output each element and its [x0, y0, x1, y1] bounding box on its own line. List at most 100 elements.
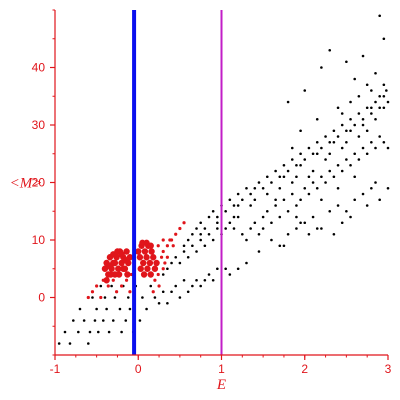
data-point: [178, 296, 182, 299]
data-point: [370, 140, 373, 144]
data-point: [211, 278, 215, 282]
data-point: [178, 261, 182, 265]
data-point: [290, 181, 294, 184]
data-point: [257, 250, 261, 253]
data-point: [386, 146, 390, 150]
data-point: [353, 175, 357, 179]
data-point: [311, 152, 315, 156]
data-point: [91, 296, 94, 299]
data-point: [365, 204, 369, 207]
data-point: [311, 215, 315, 219]
data-point: [374, 117, 377, 121]
series-0: [57, 14, 390, 345]
data-point: [270, 238, 273, 242]
data-point: [332, 140, 336, 144]
data-point: [332, 175, 336, 179]
data-point: [111, 259, 119, 267]
data-point: [174, 284, 178, 288]
data-point: [157, 284, 161, 288]
data-point: [191, 284, 194, 288]
data-point: [382, 37, 386, 41]
data-point: [274, 169, 277, 173]
data-point: [249, 192, 252, 196]
data-point: [357, 135, 361, 138]
vertical-reference-lines: [132, 10, 223, 355]
data-point: [282, 198, 286, 202]
data-point: [174, 255, 178, 259]
data-point: [340, 169, 344, 173]
y-tick-label: 30: [32, 118, 46, 132]
data-point: [311, 181, 315, 184]
data-point: [124, 271, 131, 278]
data-point: [165, 244, 169, 248]
data-point: [103, 296, 107, 299]
data-point: [182, 244, 186, 248]
data-point: [111, 278, 115, 282]
data-point: [361, 146, 365, 150]
data-point: [216, 221, 219, 225]
data-point: [361, 54, 365, 58]
data-point: [120, 284, 124, 288]
data-point: [236, 204, 240, 207]
data-point: [295, 227, 298, 230]
data-point: [303, 186, 307, 190]
data-point: [115, 265, 122, 272]
y-axis-title: <M>: [10, 176, 43, 192]
data-point: [93, 319, 97, 322]
data-point: [320, 66, 323, 69]
data-point: [245, 238, 248, 242]
data-points: [57, 14, 390, 345]
x-tick-label: 1: [218, 362, 225, 376]
data-point: [224, 227, 227, 230]
data-point: [286, 209, 290, 213]
data-point: [365, 106, 369, 110]
data-point: [378, 106, 381, 110]
data-point: [320, 146, 323, 150]
data-point: [349, 117, 352, 121]
data-point: [353, 152, 357, 156]
data-point: [361, 117, 365, 121]
data-point: [107, 330, 111, 334]
data-point: [274, 204, 277, 207]
data-point: [245, 261, 248, 265]
data-point: [307, 175, 311, 179]
data-point: [382, 106, 386, 110]
data-point: [195, 278, 198, 282]
data-point: [299, 163, 302, 167]
data-point: [77, 330, 80, 334]
data-point: [315, 227, 319, 230]
data-point: [374, 71, 377, 75]
data-point: [149, 284, 153, 288]
data-point: [203, 244, 207, 248]
series-2: [86, 221, 186, 300]
data-point: [118, 251, 125, 258]
data-point: [328, 48, 332, 52]
data-point: [274, 198, 277, 202]
data-point: [124, 319, 128, 322]
data-point: [357, 158, 361, 161]
data-point: [95, 307, 98, 311]
data-point: [303, 158, 307, 161]
data-point: [324, 181, 327, 184]
data-point: [186, 255, 190, 259]
y-tick-label: 20: [32, 176, 46, 190]
data-point: [299, 198, 302, 202]
data-point: [378, 198, 381, 202]
data-point: [370, 106, 373, 110]
data-point: [278, 244, 282, 248]
data-point: [191, 232, 194, 236]
data-point: [374, 146, 377, 150]
data-point: [282, 175, 286, 179]
data-point: [96, 330, 100, 334]
data-point: [261, 186, 265, 190]
data-point: [146, 259, 154, 267]
data-point: [336, 135, 340, 138]
data-point: [228, 221, 232, 225]
data-point: [95, 284, 99, 288]
data-point: [382, 83, 386, 87]
data-point: [115, 290, 119, 294]
data-point: [140, 271, 148, 278]
data-point: [128, 290, 132, 294]
data-point: [385, 89, 388, 92]
data-point: [374, 100, 377, 104]
